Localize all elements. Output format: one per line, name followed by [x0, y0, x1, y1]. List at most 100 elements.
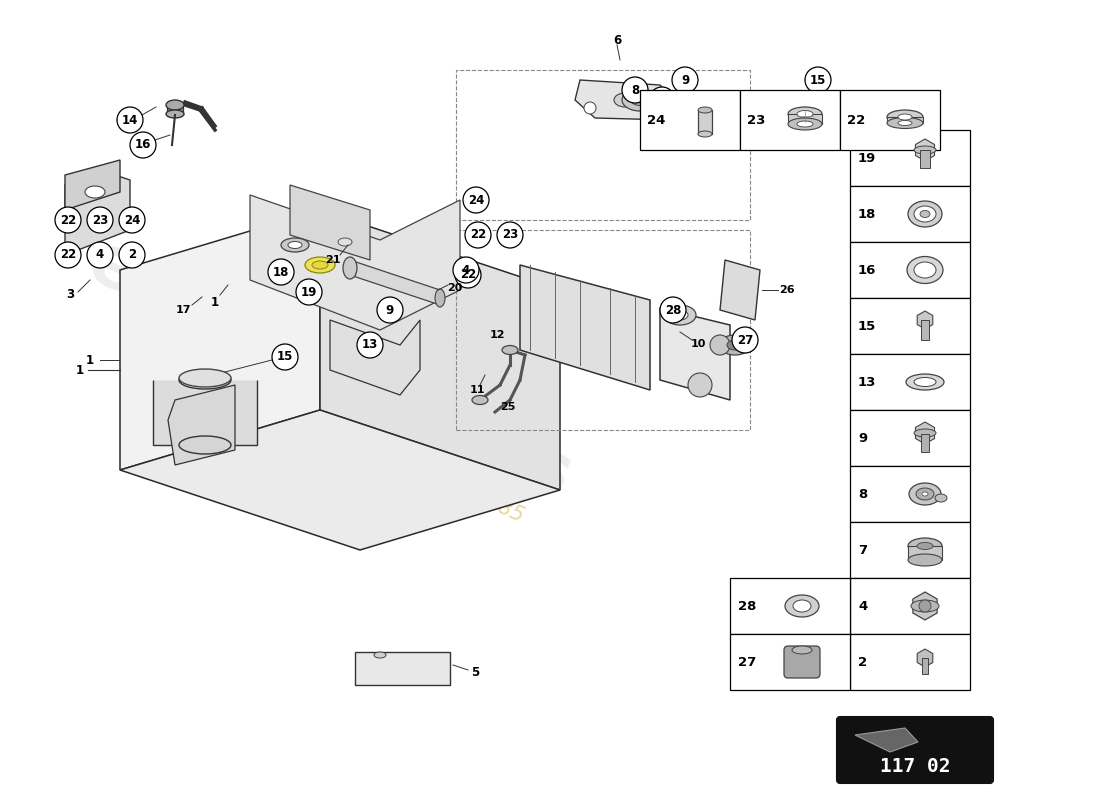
Ellipse shape: [343, 257, 358, 279]
Ellipse shape: [935, 494, 947, 502]
Polygon shape: [330, 320, 420, 395]
Polygon shape: [250, 195, 460, 330]
Text: 2: 2: [858, 655, 867, 669]
Bar: [640, 90, 740, 150]
Polygon shape: [660, 308, 730, 400]
Ellipse shape: [672, 310, 688, 320]
Ellipse shape: [792, 646, 812, 654]
Circle shape: [732, 327, 758, 353]
Text: 20: 20: [448, 283, 463, 293]
Circle shape: [621, 77, 648, 103]
FancyBboxPatch shape: [837, 717, 993, 783]
Text: 9: 9: [681, 74, 689, 86]
Bar: [730, 634, 850, 690]
Polygon shape: [350, 260, 440, 305]
Text: 1: 1: [76, 363, 84, 377]
Bar: [840, 90, 940, 150]
Bar: [921, 320, 929, 340]
Text: eurocarparts: eurocarparts: [77, 227, 583, 513]
Bar: [908, 546, 942, 560]
Circle shape: [649, 87, 675, 113]
Text: 22: 22: [460, 269, 476, 282]
Ellipse shape: [621, 89, 658, 111]
Circle shape: [688, 373, 712, 397]
Ellipse shape: [914, 429, 936, 437]
Ellipse shape: [914, 206, 936, 222]
Bar: [850, 354, 970, 410]
Ellipse shape: [631, 94, 649, 106]
Text: 7: 7: [658, 94, 667, 106]
Polygon shape: [355, 652, 450, 685]
Text: 6: 6: [613, 34, 621, 46]
Ellipse shape: [785, 595, 820, 617]
Text: 25: 25: [500, 402, 516, 412]
Text: 27: 27: [737, 334, 754, 346]
Text: 28: 28: [738, 599, 757, 613]
Ellipse shape: [670, 99, 690, 111]
Text: 22: 22: [59, 214, 76, 226]
Circle shape: [584, 102, 596, 114]
Text: 23: 23: [747, 114, 766, 126]
Text: 17: 17: [175, 305, 190, 315]
Ellipse shape: [280, 238, 309, 252]
Text: 22: 22: [59, 249, 76, 262]
Text: 11: 11: [470, 385, 485, 395]
Ellipse shape: [906, 374, 944, 390]
Polygon shape: [855, 728, 918, 752]
Ellipse shape: [916, 488, 934, 500]
Bar: [887, 117, 923, 123]
Text: 23: 23: [502, 229, 518, 242]
Ellipse shape: [305, 257, 336, 273]
Circle shape: [377, 297, 403, 323]
Ellipse shape: [647, 101, 683, 123]
Ellipse shape: [179, 371, 231, 389]
Text: 22: 22: [470, 229, 486, 242]
Ellipse shape: [656, 106, 674, 118]
Polygon shape: [120, 410, 560, 550]
Circle shape: [268, 259, 294, 285]
Circle shape: [358, 332, 383, 358]
Text: 23: 23: [92, 214, 108, 226]
Bar: [850, 522, 970, 578]
Text: 28: 28: [664, 303, 681, 317]
Circle shape: [453, 257, 478, 283]
Bar: [850, 130, 970, 186]
Ellipse shape: [636, 98, 644, 102]
Bar: [850, 298, 970, 354]
Ellipse shape: [719, 335, 751, 355]
Text: 13: 13: [858, 375, 877, 389]
Polygon shape: [65, 170, 130, 255]
Polygon shape: [153, 380, 257, 445]
Circle shape: [710, 335, 730, 355]
Ellipse shape: [434, 289, 446, 307]
Ellipse shape: [472, 395, 488, 405]
Text: 29: 29: [888, 140, 903, 150]
Ellipse shape: [166, 110, 184, 118]
Circle shape: [272, 344, 298, 370]
Text: 15: 15: [858, 319, 877, 333]
Polygon shape: [65, 160, 120, 210]
Text: 5: 5: [471, 666, 480, 678]
Text: 2: 2: [128, 249, 136, 262]
Ellipse shape: [698, 131, 712, 137]
Text: 4: 4: [858, 599, 867, 613]
Text: 16: 16: [858, 263, 877, 277]
Ellipse shape: [909, 483, 940, 505]
Ellipse shape: [799, 115, 830, 135]
Ellipse shape: [887, 110, 923, 124]
Ellipse shape: [922, 492, 928, 496]
Circle shape: [805, 67, 830, 93]
Polygon shape: [320, 210, 560, 490]
Ellipse shape: [661, 110, 669, 114]
Bar: [167, 105, 183, 114]
Circle shape: [497, 222, 522, 248]
Text: 24: 24: [647, 114, 666, 126]
Ellipse shape: [179, 369, 231, 387]
FancyBboxPatch shape: [784, 646, 820, 678]
Text: 1: 1: [86, 354, 95, 366]
Ellipse shape: [917, 542, 933, 550]
Ellipse shape: [312, 261, 328, 269]
Ellipse shape: [914, 262, 936, 278]
Text: 18: 18: [273, 266, 289, 278]
Text: 117 02: 117 02: [880, 757, 950, 775]
